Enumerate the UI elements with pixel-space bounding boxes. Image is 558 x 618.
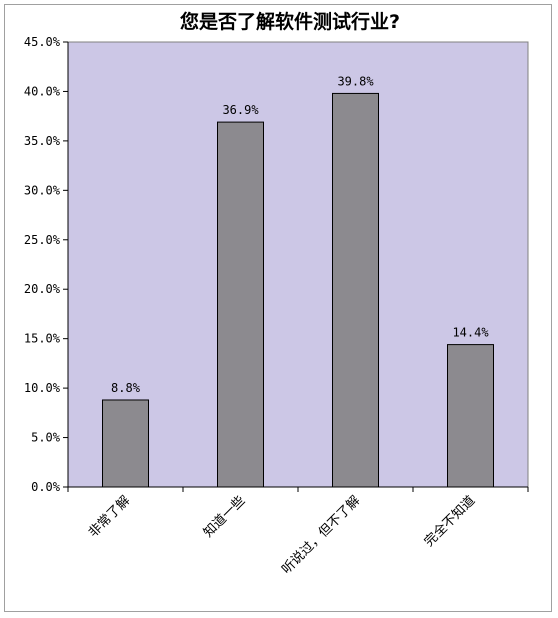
bar	[217, 121, 264, 488]
category-label: 非常了解	[86, 493, 133, 540]
y-tick-label: 35.0%	[24, 134, 61, 148]
bar	[447, 344, 494, 488]
x-axis	[67, 486, 529, 492]
data-label: 8.8%	[111, 381, 141, 395]
category-label: 知道一些	[200, 493, 248, 541]
y-tick-label: 5.0%	[31, 431, 61, 445]
y-tick-label: 20.0%	[24, 282, 61, 296]
y-tick-label: 0.0%	[31, 480, 61, 494]
bar	[102, 399, 149, 488]
data-label: 14.4%	[452, 326, 489, 340]
category-labels: 非常了解 知道一些 听说过，但不了解 完全不知道	[86, 493, 478, 578]
y-tick-label: 45.0%	[24, 35, 61, 49]
data-labels: 8.8% 36.9% 39.8% 14.4%	[111, 74, 489, 395]
y-axis: 0.0% 5.0% 10.0% 15.0% 20.0% 25.0% 30.0% 35.0% 40…	[24, 35, 69, 494]
bar	[332, 92, 379, 488]
data-label: 36.9%	[222, 103, 259, 117]
y-tick-label: 30.0%	[24, 183, 61, 197]
bars	[102, 92, 494, 488]
y-tick-label: 10.0%	[24, 381, 61, 395]
data-label: 39.8%	[337, 74, 374, 88]
y-tick-label: 40.0%	[24, 84, 61, 98]
chart-title: 您是否了解软件测试行业?	[180, 10, 400, 33]
y-tick-label: 25.0%	[24, 233, 61, 247]
y-tick-label: 15.0%	[24, 332, 61, 346]
category-label: 听说过，但不了解	[279, 493, 363, 577]
category-label: 完全不知道	[421, 493, 478, 550]
